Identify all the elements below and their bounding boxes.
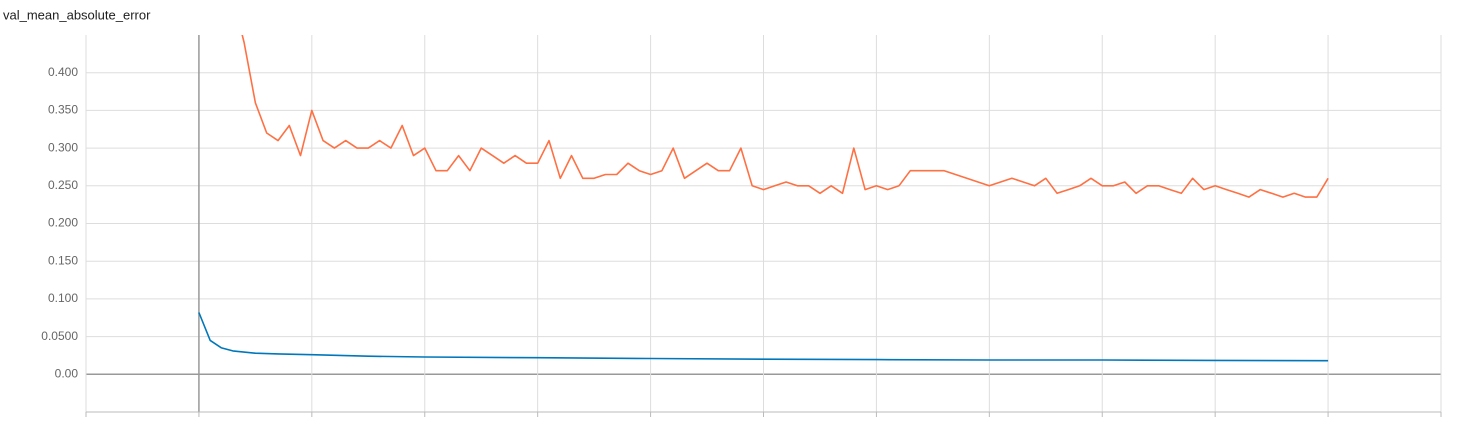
y-tick-label: 0.300: [48, 140, 78, 154]
y-tick-label: 0.100: [48, 291, 78, 305]
y-tick-label: 0.200: [48, 216, 78, 230]
y-tick-label: 0.400: [48, 65, 78, 79]
y-tick-label: 0.150: [48, 253, 78, 267]
y-tick-label: 0.0500: [41, 329, 78, 343]
y-tick-label: 0.350: [48, 103, 78, 117]
plot-area: [198, 35, 1329, 362]
chart-title: val_mean_absolute_error: [3, 7, 151, 22]
series-line: [241, 35, 1329, 198]
y-tick-label: 0.250: [48, 178, 78, 192]
y-tick-label: 0.00: [55, 366, 79, 380]
series-line: [198, 312, 1329, 362]
